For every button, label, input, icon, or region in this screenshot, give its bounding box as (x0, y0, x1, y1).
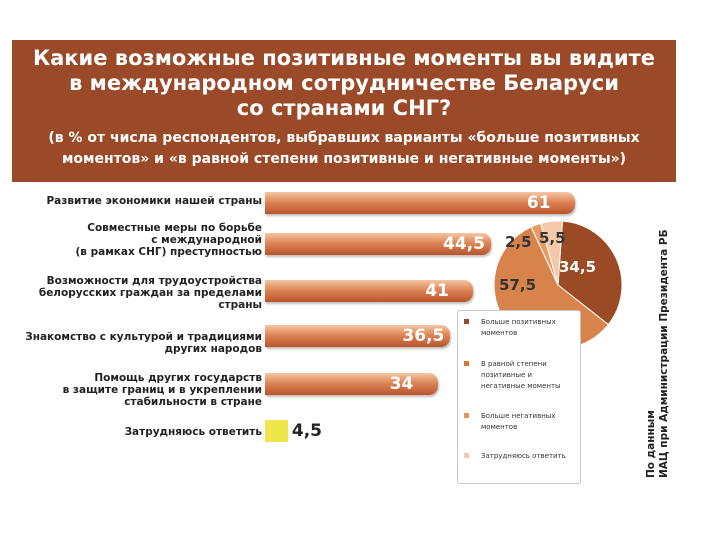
category-line: Развитие экономики нашей страны (46, 195, 262, 207)
bar (265, 325, 451, 347)
bar-category-label: Затрудняюсь ответить (20, 426, 262, 438)
legend-line: моментов (481, 423, 518, 431)
legend-label: Затрудняюсь ответить (481, 451, 577, 462)
source-line: По данным (645, 410, 657, 478)
legend-line: позитивные и (481, 371, 533, 379)
pie-legend: Больше позитивных моментов В равной степ… (457, 310, 581, 484)
title-banner: Какие возможные позитивные моменты вы ви… (12, 40, 676, 182)
bar-value-label: 4,5 (291, 421, 322, 441)
category-line: других народов (164, 343, 262, 355)
legend-line: В равной степени (481, 360, 547, 368)
category-line: в защите границ и в укреплении (62, 384, 262, 396)
category-line: стабильности в стране (124, 396, 262, 408)
source-note: По данным ИАЦ при Администрации Президен… (645, 178, 671, 478)
title-line: со странами СНГ? (236, 96, 452, 120)
bar-category-label: Знакомство с культурой и традициями друг… (20, 331, 262, 355)
category-line: страны (218, 299, 262, 311)
bar-value-label: 61 (526, 193, 551, 213)
bar-category-label: Развитие экономики нашей страны (20, 195, 262, 207)
category-line: Знакомство с культурой и традициями (25, 331, 262, 343)
slide-subtitle: (в % от числа респондентов, выбравших ва… (12, 128, 676, 170)
legend-line: моментов (481, 329, 518, 337)
category-line: Возможности для трудоустройства (46, 275, 262, 287)
pie-value-label: 57,5 (499, 276, 537, 294)
pie-value-label: 2,5 (505, 233, 532, 251)
category-line: Помощь других государств (94, 372, 262, 384)
bar (265, 233, 492, 255)
legend-swatch (464, 361, 469, 366)
bar-category-label: Возможности для трудоустройства белорусс… (20, 275, 262, 311)
pie-value-label: 34,5 (559, 258, 597, 276)
title-line: Какие возможные позитивные моменты вы ви… (32, 46, 656, 70)
bar-value-label: 36,5 (402, 326, 445, 346)
legend-line: Затрудняюсь ответить (481, 452, 566, 460)
legend-label: Больше негативных моментов (481, 411, 577, 433)
legend-line: Больше негативных (481, 412, 556, 420)
title-line: в международном сотрудничестве Беларуси (69, 71, 619, 95)
legend-swatch (464, 413, 469, 418)
bar (265, 192, 575, 214)
category-line: (в рамках СНГ) преступностью (75, 246, 263, 258)
legend-label: В равной степени позитивные и негативные… (481, 359, 577, 392)
bar (265, 420, 288, 442)
bar-value-label: 41 (425, 281, 449, 301)
bar-value-label: 34 (389, 374, 414, 394)
legend-line: негативные моменты (481, 382, 561, 390)
bar-value-label: 44,5 (443, 234, 485, 254)
category-line: с международной (151, 234, 262, 246)
category-line: Совместные меры по борьбе (87, 222, 262, 234)
bar (265, 373, 438, 395)
bar-category-label: Помощь других государств в защите границ… (20, 372, 262, 408)
bar (265, 280, 474, 302)
subtitle-line: моментов» и «в равной степени позитивные… (61, 151, 627, 167)
legend-label: Больше позитивных моментов (481, 317, 577, 339)
source-line: ИАЦ при Администрации Президента РБ (658, 229, 670, 478)
category-line: белорусских граждан за пределами (38, 287, 262, 299)
legend-swatch (464, 319, 469, 324)
slide-title: Какие возможные позитивные моменты вы ви… (12, 46, 676, 121)
subtitle-line: (в % от числа респондентов, выбравших ва… (48, 130, 640, 146)
category-line: Затрудняюсь ответить (124, 426, 262, 438)
bar-category-label: Совместные меры по борьбе с международно… (20, 222, 263, 258)
legend-line: Больше позитивных (481, 318, 556, 326)
pie-value-label: 5,5 (539, 229, 566, 247)
legend-swatch (464, 453, 469, 458)
